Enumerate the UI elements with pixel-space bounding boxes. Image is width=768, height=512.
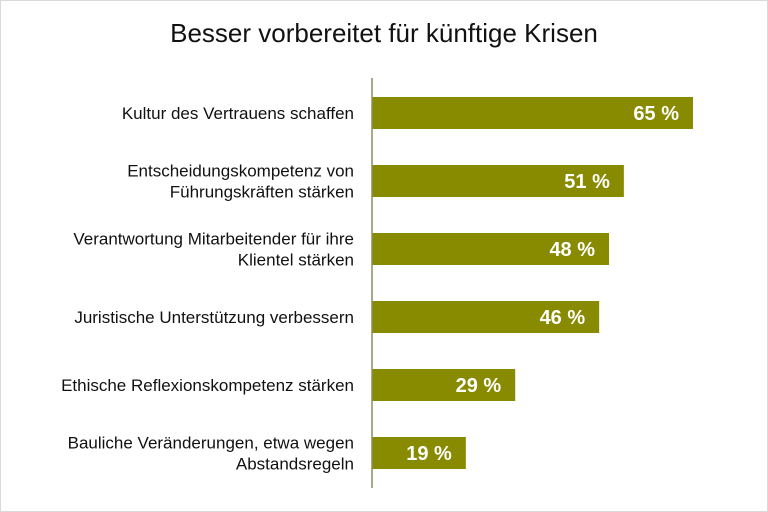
category-label-6: Bauliche Veränderungen, etwa wegen Abstan… <box>68 434 354 474</box>
value-label-4: 46 % <box>540 307 586 329</box>
category-label-1-line-1: Kultur des Vertrauens schaffen <box>122 104 354 123</box>
bar-2 <box>372 165 624 197</box>
category-label-4: Juristische Unterstützung verbessern <box>74 308 354 327</box>
category-label-6-line-2: Abstandsregeln <box>236 455 354 474</box>
category-label-1: Kultur des Vertrauens schaffen <box>122 104 354 123</box>
value-label-5: 29 % <box>456 375 502 397</box>
bar-6 <box>372 437 466 469</box>
category-label-2-line-2: Führungskräften stärken <box>170 183 354 202</box>
bars-group <box>372 97 693 469</box>
value-labels-group: 65 % 51 % 48 % 46 % 29 % 19 % <box>406 103 679 465</box>
category-label-5: Ethische Reflexionskompetenz stärken <box>61 376 354 395</box>
category-label-2-line-1: Entscheidungskompetenz von <box>127 162 354 181</box>
category-label-4-line-1: Juristische Unterstützung verbessern <box>74 308 354 327</box>
bar-5 <box>372 369 516 401</box>
category-label-3-line-2: Klientel stärken <box>238 251 354 270</box>
bar-1 <box>372 97 693 129</box>
value-label-3: 48 % <box>549 239 595 261</box>
category-label-3-line-1: Verantwortung Mitarbeitender für ihre <box>73 230 354 249</box>
value-label-1: 65 % <box>633 103 679 125</box>
category-labels-group: Kultur des Vertrauens schaffen Entscheidu… <box>61 104 354 474</box>
chart-title: Besser vorbereitet für künftige Krisen <box>170 18 598 48</box>
bar-4 <box>372 301 600 333</box>
value-label-6: 19 % <box>406 443 452 465</box>
category-label-6-line-1: Bauliche Veränderungen, etwa wegen <box>68 434 354 453</box>
value-label-2: 51 % <box>564 171 610 193</box>
category-label-2: Entscheidungskompetenz von Führungskräfte… <box>127 162 354 202</box>
category-label-5-line-1: Ethische Reflexionskompetenz stärken <box>61 376 354 395</box>
category-label-3: Verantwortung Mitarbeitender für ihre Kli… <box>73 230 354 270</box>
bar-3 <box>372 233 610 265</box>
